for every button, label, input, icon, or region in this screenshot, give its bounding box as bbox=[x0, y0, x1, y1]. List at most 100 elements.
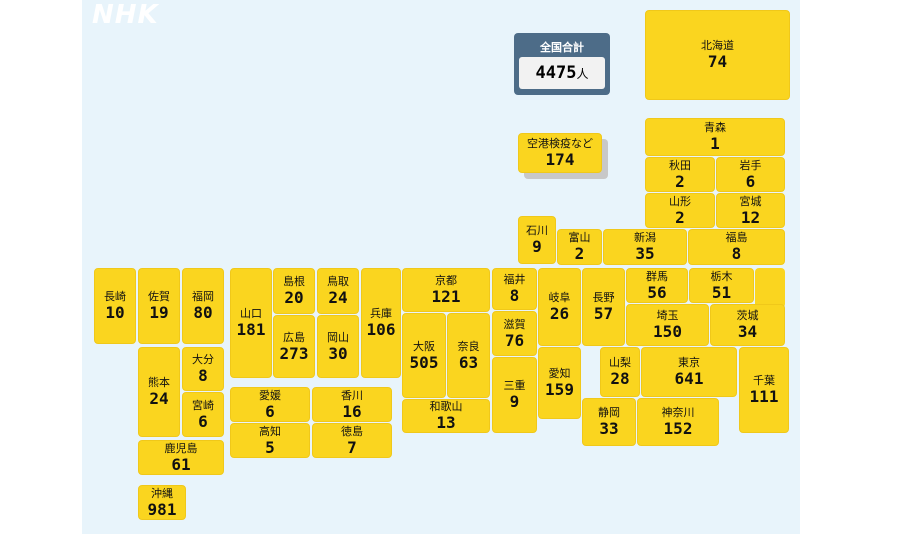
prefecture-tile: 大阪 505 bbox=[402, 313, 446, 398]
prefecture-tile: 三重 9 bbox=[492, 357, 537, 433]
prefecture-tile: 群馬 56 bbox=[626, 268, 688, 303]
prefecture-tile: 鳥取 24 bbox=[317, 268, 359, 314]
prefecture-tile: 福島 8 bbox=[688, 229, 785, 265]
prefecture-name: 香川 bbox=[341, 388, 363, 402]
prefecture-value: 56 bbox=[647, 282, 667, 302]
prefecture-value: 273 bbox=[279, 343, 309, 363]
total-label: 全国合計 bbox=[540, 41, 584, 54]
prefecture-tile: 香川 16 bbox=[312, 387, 392, 422]
prefecture-name: 茨城 bbox=[736, 309, 759, 322]
prefecture-tile: 秋田 2 bbox=[645, 157, 715, 192]
prefecture-tile: 北海道 74 bbox=[645, 10, 790, 100]
prefecture-value: 24 bbox=[149, 389, 169, 408]
prefecture-tile: 岩手 6 bbox=[716, 157, 785, 192]
total-panel: 全国合計 4475人 bbox=[514, 33, 610, 95]
prefecture-tile: 愛知 159 bbox=[538, 347, 581, 419]
prefecture-name: 佐賀 bbox=[148, 290, 170, 303]
prefecture-name: 徳島 bbox=[341, 424, 363, 438]
prefecture-name: 東京 bbox=[678, 356, 700, 369]
prefecture-value: 981 bbox=[147, 499, 177, 519]
prefecture-name: 熊本 bbox=[148, 376, 170, 389]
prefecture-name: 長野 bbox=[592, 291, 615, 304]
prefecture-name: 三重 bbox=[503, 379, 526, 392]
prefecture-tile: 青森 1 bbox=[645, 118, 785, 156]
prefecture-value: 106 bbox=[366, 320, 396, 339]
prefecture-tile: 長野 57 bbox=[582, 268, 625, 346]
prefecture-value: 34 bbox=[737, 322, 758, 341]
prefecture-value: 20 bbox=[284, 288, 304, 307]
prefecture-value: 10 bbox=[105, 303, 125, 322]
prefecture-name: 兵庫 bbox=[370, 307, 392, 320]
prefecture-name: 山形 bbox=[669, 194, 691, 208]
prefecture-name: 愛知 bbox=[548, 367, 571, 380]
prefecture-tile: 鹿児島 61 bbox=[138, 440, 224, 475]
prefecture-value: 13 bbox=[436, 413, 456, 432]
prefecture-tile: 富山 2 bbox=[557, 229, 602, 265]
tile-extension bbox=[755, 268, 785, 308]
prefecture-tile: 宮崎 6 bbox=[182, 392, 224, 437]
prefecture-tile: 和歌山 13 bbox=[402, 399, 490, 433]
prefecture-tile: 山形 2 bbox=[645, 193, 715, 228]
prefecture-name: 石川 bbox=[526, 224, 548, 237]
prefecture-tile: 徳島 7 bbox=[312, 423, 392, 458]
total-value: 4475 bbox=[535, 63, 577, 83]
prefecture-value: 74 bbox=[707, 52, 728, 71]
prefecture-name: 新潟 bbox=[634, 231, 656, 244]
prefecture-name: 岐阜 bbox=[548, 291, 571, 304]
prefecture-name: 山梨 bbox=[609, 356, 631, 369]
prefecture-value: 174 bbox=[545, 150, 575, 169]
prefecture-name: 鹿児島 bbox=[164, 441, 198, 455]
prefecture-name: 沖縄 bbox=[151, 486, 173, 500]
prefecture-value: 152 bbox=[663, 419, 693, 438]
prefecture-value: 26 bbox=[549, 304, 570, 323]
prefecture-tile: 沖縄 981 bbox=[138, 485, 186, 520]
prefecture-value: 121 bbox=[431, 287, 461, 306]
prefecture-value: 6 bbox=[198, 411, 208, 431]
prefecture-tile: 山梨 28 bbox=[600, 347, 640, 397]
prefecture-tile: 埼玉 150 bbox=[626, 304, 709, 346]
prefecture-tile: 東京 641 bbox=[641, 347, 737, 397]
prefecture-tile: 奈良 63 bbox=[447, 313, 490, 398]
prefecture-name: 宮崎 bbox=[192, 398, 214, 412]
prefecture-name: 北海道 bbox=[701, 39, 734, 52]
prefecture-name: 岡山 bbox=[327, 330, 349, 344]
prefecture-value: 24 bbox=[328, 288, 348, 307]
prefecture-name: 福井 bbox=[503, 273, 526, 286]
prefecture-tile: 栃木 51 bbox=[689, 268, 754, 303]
prefecture-name: 愛媛 bbox=[259, 388, 281, 402]
prefecture-value: 6 bbox=[745, 171, 756, 191]
prefecture-tile: 石川 9 bbox=[518, 216, 556, 264]
prefecture-value: 80 bbox=[193, 303, 213, 322]
prefecture-tile: 佐賀 19 bbox=[138, 268, 180, 344]
prefecture-value: 8 bbox=[198, 366, 208, 385]
prefecture-value: 2 bbox=[574, 244, 585, 263]
prefecture-tile: 島根 20 bbox=[273, 268, 315, 314]
prefecture-value: 28 bbox=[610, 369, 630, 388]
prefecture-tile: 福岡 80 bbox=[182, 268, 224, 344]
prefecture-tile: 高知 5 bbox=[230, 423, 310, 458]
prefecture-tile: 広島 273 bbox=[273, 315, 315, 378]
prefecture-tile: 岡山 30 bbox=[317, 315, 359, 378]
prefecture-value: 51 bbox=[711, 282, 732, 302]
prefecture-tile: 茨城 34 bbox=[710, 304, 785, 346]
prefecture-tile: 宮城 12 bbox=[716, 193, 785, 228]
prefecture-name: 空港検疫など bbox=[527, 137, 593, 150]
prefecture-name: 岩手 bbox=[739, 158, 762, 172]
prefecture-value: 57 bbox=[593, 304, 614, 323]
prefecture-name: 大分 bbox=[192, 353, 214, 366]
prefecture-tile: 神奈川 152 bbox=[637, 398, 719, 446]
prefecture-value: 63 bbox=[458, 352, 479, 372]
prefecture-value: 8 bbox=[509, 286, 520, 305]
prefecture-value: 16 bbox=[342, 401, 362, 421]
prefecture-name: 鳥取 bbox=[327, 275, 349, 288]
prefecture-value: 30 bbox=[328, 343, 348, 363]
prefecture-value: 33 bbox=[599, 419, 619, 438]
prefecture-name: 京都 bbox=[435, 274, 457, 287]
prefecture-value: 505 bbox=[409, 352, 439, 372]
prefecture-value: 150 bbox=[653, 322, 682, 341]
prefecture-tile: 千葉 111 bbox=[739, 347, 789, 433]
prefecture-name: 長崎 bbox=[104, 290, 126, 303]
total-box: 4475人 bbox=[519, 57, 605, 89]
prefecture-name: 栃木 bbox=[710, 269, 733, 283]
